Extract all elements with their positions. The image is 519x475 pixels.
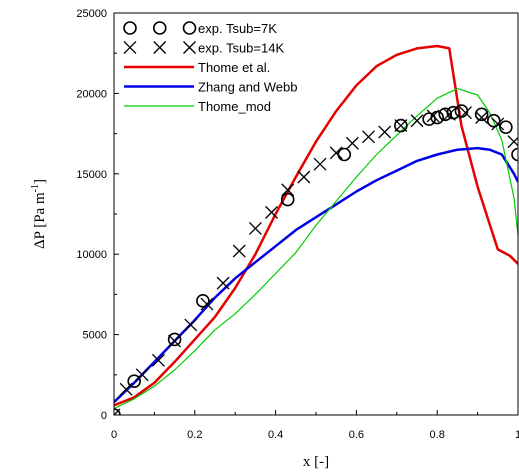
data-point-exp-tsub-14k — [410, 114, 424, 128]
legend-marker-swatch-stroke-b — [123, 41, 137, 54]
data-point-exp-tsub-14k — [135, 368, 149, 382]
data-point-exp-tsub-14k-stroke-b — [475, 111, 489, 124]
data-point-exp-tsub-14k — [362, 130, 375, 144]
y-tick-label: 25000 — [76, 8, 107, 20]
legend-label: exp. Tsub=14K — [198, 41, 284, 56]
data-point-exp-tsub-14k — [265, 205, 279, 219]
data-point-exp-tsub-7k — [127, 374, 141, 389]
x-tick-label: 0.8 — [430, 429, 445, 441]
data-point-exp-tsub-7k — [280, 192, 295, 207]
series-layer — [114, 44, 518, 415]
data-point-exp-tsub-14k-stroke-b — [135, 368, 149, 382]
data-point-exp-tsub-7k — [438, 107, 453, 122]
x-tick-label: 0.4 — [268, 429, 283, 441]
data-point-exp-tsub-14k-stroke-b — [151, 353, 165, 367]
data-point-exp-tsub-7k — [499, 120, 513, 134]
data-point-exp-tsub-14k-stroke-b — [216, 276, 230, 290]
data-point-exp-tsub-7k — [167, 332, 182, 347]
data-point-exp-tsub-14k-stroke-b — [184, 318, 198, 332]
data-point-exp-tsub-14k — [378, 125, 392, 139]
data-point-exp-tsub-14k — [232, 244, 246, 258]
data-point-exp-tsub-14k-stroke-b — [200, 297, 214, 311]
data-point-exp-tsub-14k — [475, 111, 489, 124]
series-line-thome-et-al — [114, 44, 518, 407]
data-point-exp-tsub-14k — [345, 136, 359, 150]
data-point-exp-tsub-14k-stroke-b — [410, 114, 424, 128]
y-axis-title-close: ] — [32, 179, 48, 184]
legend-marker-swatch — [153, 41, 167, 54]
legend: exp. Tsub=7K exp. Tsub=14K Thome et al. Zha… — [123, 21, 298, 114]
y-tick-label: 15000 — [76, 169, 107, 181]
data-point-exp-tsub-14k-stroke-b — [345, 136, 359, 150]
data-point-exp-tsub-14k — [281, 183, 295, 197]
data-point-exp-tsub-14k-stroke-b — [491, 117, 505, 131]
series-line-thome-mod — [114, 87, 518, 410]
data-point-exp-tsub-7k — [474, 107, 489, 122]
data-point-exp-tsub-14k-stroke-b — [281, 183, 295, 197]
x-tick-label: 0.6 — [349, 429, 364, 441]
data-point-exp-tsub-14k-stroke-b — [313, 157, 327, 171]
data-point-exp-tsub-14k-stroke-b — [232, 244, 246, 258]
data-point-exp-tsub-14k — [297, 170, 311, 184]
y-tick-label: 5000 — [83, 330, 107, 342]
y-axis-title-main: ΔP [Pa m — [32, 192, 48, 249]
y-tick-label: 0 — [101, 410, 107, 422]
data-point-exp-tsub-14k-stroke-b — [442, 107, 456, 121]
data-point-exp-tsub-14k-stroke-b — [265, 205, 279, 219]
x-axis-title: x [-] — [303, 454, 329, 470]
x-tick-label: 0 — [111, 429, 117, 441]
legend-item-exp-tsub-7k: exp. Tsub=7K — [123, 21, 277, 36]
data-point-exp-tsub-14k-stroke-b — [329, 146, 343, 160]
legend-marker-swatch-stroke-b — [153, 41, 167, 54]
legend-marker-swatch-stroke-b — [183, 41, 196, 54]
legend-label: Thome et al. — [198, 60, 270, 75]
legend-marker-swatch — [182, 21, 197, 35]
y-axis-title: ΔP [Pa m-1] — [30, 179, 48, 249]
legend-item-thome-et-al: Thome et al. — [124, 60, 270, 75]
data-point-exp-tsub-7k — [337, 147, 352, 162]
data-point-exp-tsub-14k — [313, 157, 327, 171]
y-tick-label: 20000 — [76, 88, 107, 100]
legend-marker-swatch — [123, 41, 137, 54]
y-axis-title-sup: -1 — [30, 184, 41, 192]
data-point-exp-tsub-7k — [454, 104, 469, 118]
data-point-exp-tsub-14k — [168, 334, 182, 348]
axis-layer: 0 0.2 0.4 0.6 0.8 1 0 5000 10000 15000 20000 25000 — [76, 8, 519, 441]
data-point-exp-tsub-14k-stroke-b — [248, 222, 262, 235]
data-point-exp-tsub-14k — [507, 135, 518, 149]
x-tick-label: 0.2 — [187, 429, 202, 441]
data-point-exp-tsub-14k — [151, 353, 165, 367]
data-point-exp-tsub-7k — [430, 110, 445, 125]
legend-item-exp-tsub-14k: exp. Tsub=14K — [123, 41, 284, 56]
data-point-exp-tsub-14k — [329, 146, 343, 160]
data-point-exp-tsub-14k — [184, 318, 198, 332]
legend-marker-swatch — [123, 21, 137, 35]
data-point-exp-tsub-14k-stroke-b — [362, 130, 375, 144]
data-point-exp-tsub-7k — [394, 118, 408, 133]
data-point-exp-tsub-7k — [422, 112, 436, 126]
plot-frame — [113, 12, 519, 416]
data-point-exp-tsub-14k — [200, 297, 214, 311]
legend-marker-swatch — [183, 41, 196, 54]
legend-label: Zhang and Webb — [198, 80, 298, 95]
data-point-exp-tsub-14k-stroke-b — [297, 170, 311, 184]
data-point-exp-tsub-7k — [196, 294, 210, 308]
data-point-exp-tsub-7k — [486, 113, 501, 128]
series-line-zhang-and-webb — [114, 146, 518, 404]
data-point-exp-tsub-14k-stroke-b — [378, 125, 392, 139]
data-point-exp-tsub-7k — [446, 105, 461, 120]
legend-label: exp. Tsub=7K — [198, 21, 277, 36]
data-point-exp-tsub-7k — [511, 147, 518, 162]
legend-item-zhang-and-webb: Zhang and Webb — [124, 80, 298, 95]
y-tick-label: 10000 — [76, 249, 107, 261]
legend-label: Thome_mod — [198, 99, 271, 114]
legend-marker-swatch — [152, 21, 167, 35]
legend-item-thome-mod: Thome_mod — [124, 99, 271, 114]
data-point-exp-tsub-14k — [216, 276, 230, 290]
data-point-exp-tsub-14k-stroke-b — [168, 334, 182, 348]
data-point-exp-tsub-14k — [248, 222, 262, 235]
data-point-exp-tsub-14k — [491, 117, 505, 131]
x-tick-label: 1 — [515, 429, 519, 441]
